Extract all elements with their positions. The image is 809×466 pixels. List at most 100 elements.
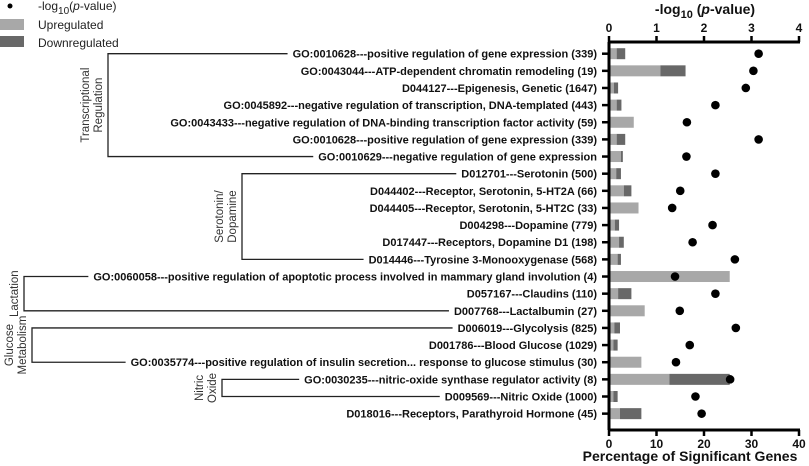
category-label: GO:0035774---positive regulation of insu… — [131, 357, 598, 369]
pvalue-dot — [675, 306, 685, 316]
group-label: Nitric — [194, 375, 206, 401]
top-axis-title: -log10 (p-value) — [655, 1, 755, 21]
category-label: D012701---Serotonin (500) — [461, 169, 597, 181]
category-label: D006019---Glycolysis (825) — [458, 323, 598, 335]
bar-upregulated — [610, 391, 614, 402]
pvalue-dot — [682, 152, 691, 161]
pvalue-dot — [691, 392, 700, 401]
pvalue-dot — [711, 169, 720, 178]
top-tick-label: 2 — [701, 21, 708, 35]
legend-dot-marker — [7, 3, 13, 9]
legend-up-swatch — [0, 19, 24, 30]
pvalue-dot — [711, 100, 720, 110]
category-label: D057167---Claudins (110) — [467, 289, 598, 301]
bar-upregulated — [610, 373, 670, 385]
category-label: D001786---Blood Glucose (1029) — [429, 340, 597, 352]
bar-downregulated — [613, 82, 619, 94]
category-label: D044127---Epigenesis, Genetic (1647) — [402, 83, 597, 95]
pvalue-dot — [688, 237, 697, 247]
bar-downregulated — [616, 48, 626, 60]
bar-downregulated — [660, 65, 686, 77]
bar-upregulated — [610, 253, 618, 265]
bottom-tick-label: 30 — [745, 437, 759, 451]
bar-upregulated — [610, 271, 730, 283]
bar-upregulated — [610, 185, 624, 197]
group-label: Metabolism — [17, 316, 29, 375]
bottom-axis-title: Percentage of Significant Genes — [583, 448, 798, 464]
bar-downregulated — [620, 408, 642, 420]
bar-downregulated — [616, 133, 626, 145]
legend-pvalue-label: -log10(p-value) — [38, 0, 117, 17]
top-tick-label: 3 — [748, 21, 755, 35]
group-bracket — [23, 275, 449, 312]
bar-downregulated — [613, 339, 618, 351]
bar-upregulated — [610, 219, 615, 231]
pvalue-dot — [675, 186, 685, 196]
bar-upregulated — [610, 82, 614, 94]
bar-downregulated — [616, 168, 621, 180]
bar-upregulated — [610, 356, 642, 368]
bar-upregulated — [610, 65, 661, 77]
bar-upregulated — [610, 408, 620, 420]
legend-up-label: Upregulated — [38, 18, 103, 32]
group-bracket — [31, 327, 453, 363]
bar-downregulated — [619, 236, 624, 248]
pvalue-dot — [741, 83, 751, 93]
pvalue-dot — [697, 409, 706, 418]
pvalue-dot — [749, 66, 758, 76]
top-tick-label: 4 — [796, 21, 803, 35]
pvalue-dot — [754, 135, 763, 144]
bar-upregulated — [610, 288, 619, 300]
group-bracket — [221, 378, 440, 398]
category-label: D007768---Lactalbumin (27) — [454, 306, 597, 318]
group-label: Dopamine — [227, 190, 239, 242]
bar-downregulated — [623, 185, 632, 197]
pvalue-dot — [671, 357, 681, 367]
category-label: GO:0043433---negative regulation of DNA-… — [170, 117, 597, 129]
group-label: Regulation — [93, 78, 105, 133]
category-label: D014446---Tyrosine 3-Monooxygenase (568) — [369, 254, 598, 266]
category-label: GO:0030235---nitric-oxide synthase regul… — [304, 374, 597, 386]
bar-downregulated — [669, 373, 730, 385]
bar-upregulated — [610, 99, 617, 111]
category-label: D009569---Nitric Oxide (1000) — [445, 392, 598, 404]
bar-upregulated — [610, 116, 634, 128]
bar-upregulated — [610, 322, 615, 334]
bar-downregulated — [618, 288, 632, 300]
category-label: D004298---Dopamine (779) — [459, 220, 597, 232]
pvalue-dot — [670, 272, 680, 281]
bar-downregulated — [614, 322, 620, 334]
top-tick-label: 1 — [653, 21, 660, 35]
category-label: D044405---Receptor, Serotonin, 5-HT2C (3… — [370, 203, 598, 215]
bar-downregulated — [616, 99, 622, 111]
bar-upregulated — [610, 236, 620, 248]
pvalue-dot — [685, 340, 695, 350]
legend-down-label: Downregulated — [38, 36, 119, 50]
pvalue-dot — [708, 220, 717, 230]
bar-downregulated — [617, 253, 621, 265]
category-label: GO:0010628---positive regulation of gene… — [293, 49, 598, 61]
bar-downregulated — [614, 219, 620, 231]
group-label: Lactation — [9, 270, 21, 317]
legend-down-swatch — [0, 36, 24, 47]
bar-downregulated — [620, 151, 623, 163]
bottom-tick-label: 0 — [606, 437, 613, 451]
group-label: Glucose — [4, 324, 16, 366]
pvalue-dot — [667, 203, 677, 213]
bottom-tick-label: 20 — [697, 437, 711, 451]
bottom-tick-label: 40 — [792, 437, 806, 451]
bar-upregulated — [610, 133, 617, 145]
category-label: GO:0060058---positive regulation of apop… — [93, 272, 597, 284]
pvalue-dot — [711, 289, 720, 298]
category-label: D044402---Receptor, Serotonin, 5-HT2A (6… — [370, 186, 597, 198]
bar-downregulated — [613, 391, 618, 402]
category-label: D017447---Receptors, Dopamine D1 (198) — [382, 237, 597, 249]
group-label: Transcriptional — [80, 68, 92, 143]
bar-upregulated — [610, 202, 639, 214]
pvalue-dot — [754, 49, 763, 58]
bar-upregulated — [610, 168, 617, 180]
pvalue-dot — [730, 255, 740, 264]
legend: -log10(p-value) Upregulated Downregulate… — [0, 0, 119, 50]
top-tick-label: 0 — [606, 21, 613, 35]
